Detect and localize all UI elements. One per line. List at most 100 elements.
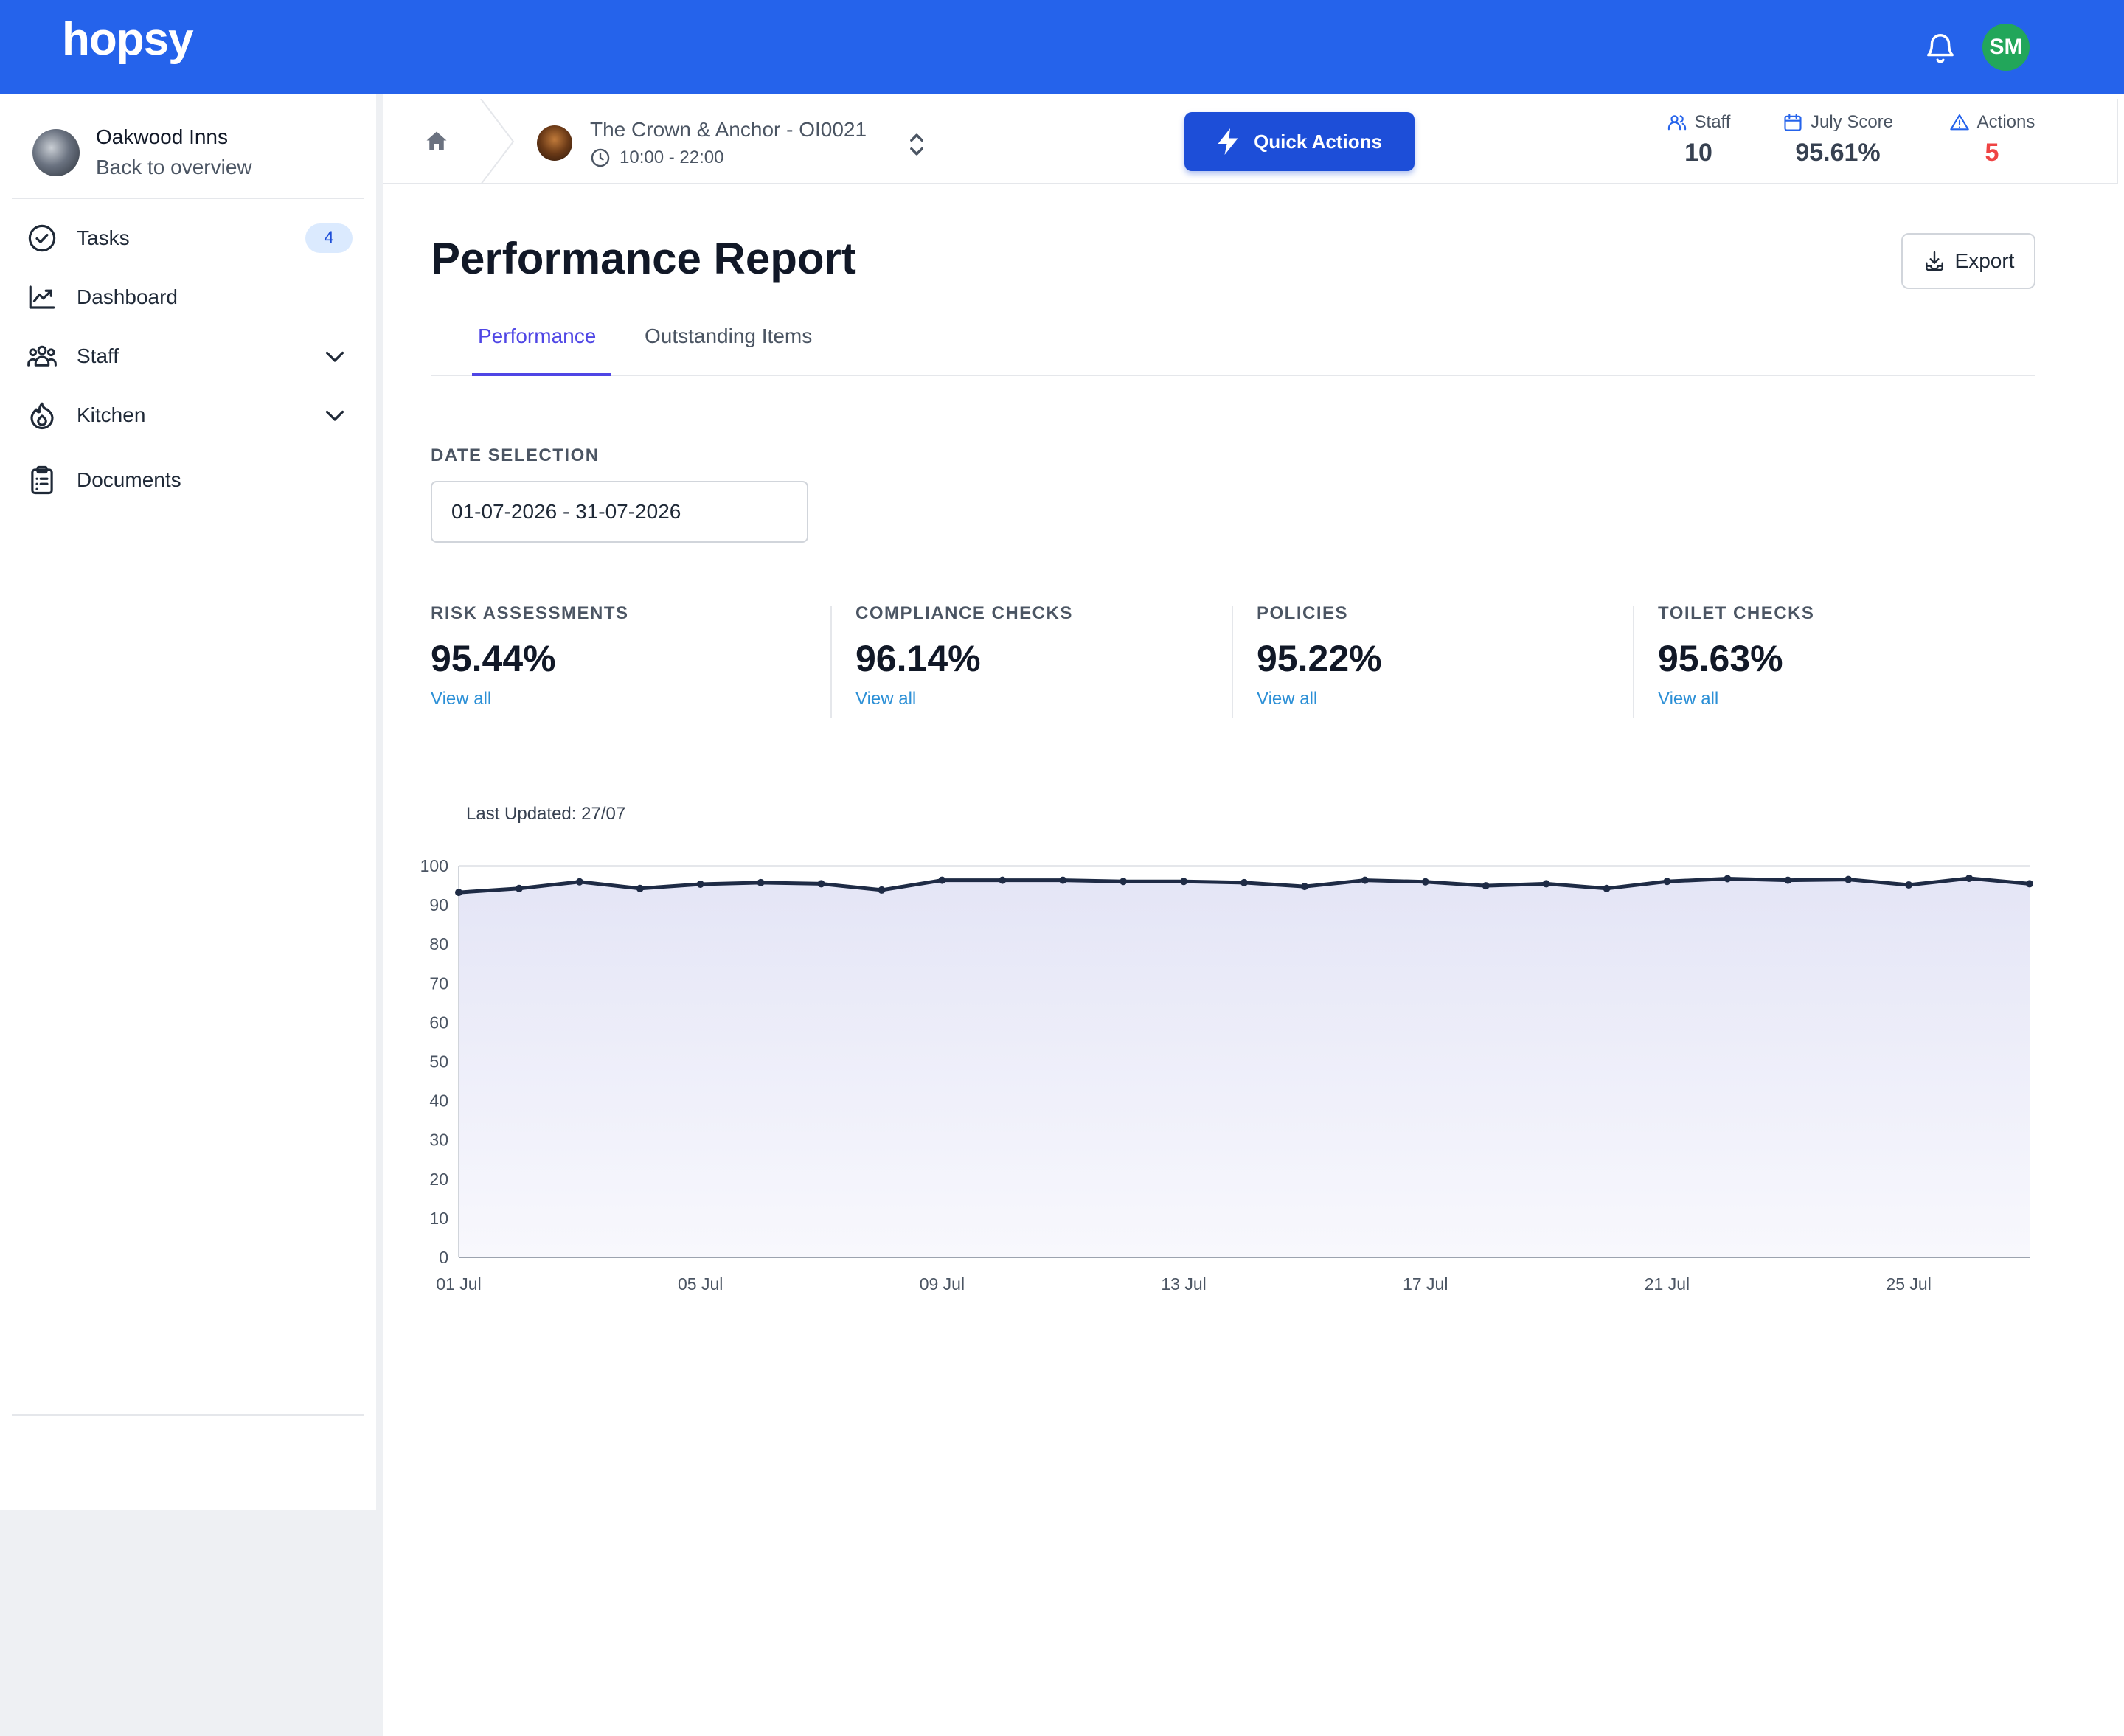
- x-tick-label: 17 Jul: [1403, 1274, 1448, 1294]
- sidebar-divider: [12, 1414, 364, 1416]
- home-icon[interactable]: [423, 128, 450, 155]
- data-point: [455, 889, 462, 897]
- user-avatar[interactable]: SM: [1982, 24, 2030, 71]
- stat-label: Staff: [1694, 112, 1731, 132]
- data-point: [1603, 884, 1611, 892]
- sidebar-item-tasks[interactable]: Tasks 4: [0, 212, 376, 264]
- venue-name[interactable]: The Crown & Anchor - OI0021: [590, 118, 867, 141]
- data-point: [1663, 878, 1671, 886]
- metric-value: 96.14%: [856, 638, 981, 679]
- data-point: [1965, 874, 1974, 882]
- chevron-up-down-icon[interactable]: [906, 130, 928, 159]
- data-point: [1361, 876, 1369, 884]
- date-range-input[interactable]: [431, 481, 808, 543]
- tasks-count-badge: 4: [305, 223, 353, 253]
- metric-divider: [830, 606, 832, 718]
- data-point: [1120, 878, 1128, 886]
- x-tick-label: 01 Jul: [436, 1274, 481, 1294]
- x-tick-label: 13 Jul: [1161, 1274, 1206, 1294]
- stat-label: Actions: [1977, 112, 2036, 132]
- venue-avatar: [537, 125, 572, 161]
- chevron-down-icon[interactable]: [322, 343, 348, 369]
- quick-actions-button[interactable]: Quick Actions: [1184, 112, 1415, 171]
- metric-value: 95.22%: [1257, 638, 1382, 679]
- metric-value: 95.63%: [1658, 638, 1783, 679]
- y-tick-label: 40: [429, 1091, 448, 1111]
- stat-value: 10: [1684, 139, 1712, 167]
- y-tick-label: 10: [429, 1209, 448, 1228]
- quick-actions-label: Quick Actions: [1254, 130, 1382, 153]
- warning-icon: [1949, 114, 1969, 131]
- check-circle-icon: [28, 224, 56, 252]
- tab-performance[interactable]: Performance: [472, 316, 611, 376]
- data-point: [938, 876, 946, 884]
- org-name: Oakwood Inns: [96, 125, 228, 148]
- tab-outstanding-items[interactable]: Outstanding Items: [645, 324, 813, 347]
- data-point: [1724, 875, 1732, 883]
- data-point: [878, 886, 886, 894]
- metric-label: RISK ASSESSMENTS: [431, 603, 629, 623]
- users-icon: [1667, 115, 1686, 131]
- view-all-link[interactable]: View all: [1658, 689, 1719, 709]
- sidebar: Oakwood Inns Back to overview Tasks 4 Da…: [0, 94, 376, 1510]
- bell-icon[interactable]: [1923, 29, 1957, 66]
- data-point: [1844, 875, 1853, 883]
- export-button[interactable]: Export: [1901, 233, 2036, 289]
- sidebar-item-label: Kitchen: [77, 403, 146, 426]
- y-tick-label: 100: [420, 856, 448, 875]
- view-all-link[interactable]: View all: [856, 689, 917, 709]
- y-tick-label: 50: [429, 1052, 448, 1072]
- venue-hours-text: 10:00 - 22:00: [620, 147, 724, 167]
- venue-context-bar: The Crown & Anchor - OI0021 10:00 - 22:0…: [384, 99, 2118, 184]
- metric-toilet-checks: TOILET CHECKS 95.63% View all: [1658, 603, 1814, 714]
- view-all-link[interactable]: View all: [431, 689, 492, 709]
- app-logo[interactable]: hopsy: [62, 14, 194, 65]
- data-point: [1300, 883, 1308, 891]
- main-content: The Crown & Anchor - OI0021 10:00 - 22:0…: [384, 94, 2124, 1736]
- actions-stat[interactable]: Actions 5: [1937, 109, 2047, 167]
- y-tick-label: 90: [429, 895, 448, 914]
- performance-chart: 0 10 20 30 40 50 60 70 80 90 100 01 Jul 05 Jul 09 Ju…: [420, 856, 2033, 1294]
- sidebar-divider: [12, 198, 364, 199]
- metric-value: 95.44%: [431, 638, 556, 679]
- x-tick-label: 05 Jul: [678, 1274, 723, 1294]
- back-to-overview-link[interactable]: Back to overview: [96, 156, 252, 178]
- data-point: [1180, 878, 1188, 886]
- july-score-stat[interactable]: July Score 95.61%: [1771, 109, 1904, 167]
- download-icon: [1925, 251, 1943, 271]
- calendar-icon: [1784, 114, 1802, 131]
- series-area: [459, 878, 2030, 1257]
- data-point: [817, 880, 825, 888]
- sidebar-item-staff[interactable]: Staff: [0, 330, 376, 382]
- data-point: [2026, 880, 2033, 888]
- stat-value: 5: [1985, 139, 1999, 167]
- chevron-down-icon[interactable]: [322, 402, 348, 428]
- top-header: hopsy SM: [0, 0, 2124, 94]
- sidebar-item-documents[interactable]: Documents: [0, 454, 376, 506]
- view-all-link[interactable]: View all: [1257, 689, 1318, 709]
- metric-divider: [1232, 606, 1233, 718]
- y-tick-label: 70: [429, 973, 448, 993]
- data-point: [636, 884, 644, 892]
- sidebar-item-dashboard[interactable]: Dashboard: [0, 271, 376, 323]
- users-icon: [27, 345, 57, 367]
- metric-label: COMPLIANCE CHECKS: [856, 603, 1073, 623]
- data-point: [999, 876, 1007, 884]
- staff-stat[interactable]: Staff 10: [1658, 109, 1739, 167]
- y-tick-label: 30: [429, 1131, 448, 1150]
- sidebar-item-label: Tasks: [77, 226, 130, 249]
- data-point: [1784, 876, 1792, 884]
- org-switcher[interactable]: Oakwood Inns Back to overview: [32, 122, 252, 183]
- data-point: [1059, 876, 1067, 884]
- report-tabs: Performance Outstanding Items: [431, 316, 2036, 376]
- chart-line-icon: [29, 285, 55, 309]
- metric-compliance-checks: COMPLIANCE CHECKS 96.14% View all: [856, 603, 1073, 714]
- data-point: [757, 878, 765, 886]
- lightning-icon: [1218, 128, 1238, 155]
- sidebar-item-kitchen[interactable]: Kitchen: [0, 389, 376, 441]
- last-updated-text: Last Updated: 27/07: [466, 804, 626, 824]
- org-avatar: [32, 129, 80, 176]
- stat-value: 95.61%: [1795, 139, 1881, 167]
- stat-label: July Score: [1810, 112, 1894, 132]
- y-tick-label: 0: [439, 1248, 448, 1267]
